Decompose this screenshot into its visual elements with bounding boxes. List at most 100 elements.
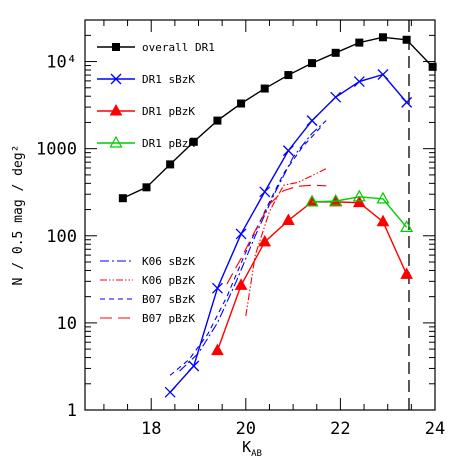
legend-marker [110, 73, 122, 85]
series-line [226, 184, 327, 285]
marker-stroke [401, 96, 413, 108]
marker-stroke [188, 360, 200, 372]
marker-stroke [330, 91, 342, 103]
data-point [282, 213, 295, 225]
x-axis-label-sub: AB [251, 449, 262, 459]
legend-item: B07 pBzK [100, 312, 195, 325]
data-point [378, 33, 387, 42]
plot-frame [84, 19, 436, 411]
marker-stroke [282, 145, 294, 157]
x-tick-label: 24 [425, 419, 445, 439]
legend-label: B07 pBzK [142, 312, 195, 325]
data-point [376, 191, 390, 204]
x-tick-label: 22 [330, 419, 350, 439]
data-point [402, 35, 411, 44]
data-point [306, 115, 318, 127]
series-7 [226, 184, 327, 285]
series-3 [305, 189, 414, 232]
series-1 [164, 69, 413, 398]
marker-stroke [211, 282, 223, 294]
marker-stroke [259, 186, 271, 198]
data-point [164, 386, 176, 398]
data-point [352, 195, 366, 208]
data-point [142, 183, 151, 192]
data-point [259, 186, 271, 198]
legend-item: DR1 pBzK [97, 135, 195, 150]
series-line [312, 196, 408, 228]
x-tick-label: 18 [141, 419, 161, 439]
data-point [260, 84, 269, 93]
legend-item: overall DR1 [97, 41, 215, 54]
legend-item: DR1 pBzK [97, 103, 195, 118]
data-point [258, 234, 272, 247]
legend-label: K06 pBzK [142, 274, 195, 287]
series-line [179, 120, 327, 372]
x-axis-label: KAB [242, 438, 262, 459]
legend-label: B07 sBzK [142, 293, 195, 306]
data-point [428, 62, 437, 71]
data-point [352, 189, 366, 202]
legend-item: K06 pBzK [100, 274, 195, 287]
data-point [213, 116, 222, 125]
legend-label: DR1 sBzK [142, 73, 195, 86]
legend-item: K06 sBzK [100, 255, 195, 268]
data-point [282, 145, 294, 157]
data-point [211, 282, 223, 294]
y-axis-label: N / 0.5 mag / deg² [11, 145, 26, 286]
y-tick-label: 100 [46, 227, 77, 247]
legend: overall DR1 DR1 sBzK DR1 pBzK DR1 pBzK K06 s… [97, 41, 215, 325]
data-point [211, 343, 224, 356]
legend-label: DR1 pBzK [142, 137, 195, 150]
x-tick-label: 20 [236, 419, 256, 439]
series-2 [211, 194, 413, 356]
series-0 [118, 33, 437, 203]
y-tick-label: 10⁴ [46, 53, 77, 73]
data-point [400, 220, 414, 232]
data-point [188, 360, 200, 372]
data-point [331, 48, 340, 57]
data-point [401, 96, 413, 108]
marker-stroke [235, 228, 247, 240]
legend-marker [109, 103, 123, 116]
marker-stroke [164, 386, 176, 398]
legend-marker [112, 43, 120, 51]
data-point [355, 38, 364, 47]
legend-item: B07 sBzK [100, 293, 195, 306]
data-point [329, 193, 343, 206]
data-point [284, 71, 293, 80]
data-point [377, 69, 389, 80]
data-point [234, 278, 248, 290]
marker-stroke [377, 69, 389, 80]
data-point [305, 194, 319, 207]
data-point [235, 228, 247, 240]
series-layer [118, 20, 437, 410]
y-tick-label: 1 [67, 401, 77, 421]
series-4 [179, 120, 327, 372]
legend-marker [109, 135, 123, 148]
data-point [166, 160, 175, 169]
legend-label: K06 sBzK [142, 255, 195, 268]
data-point [305, 194, 319, 207]
y-tick-label: 1000 [36, 140, 77, 160]
series-line [245, 168, 327, 317]
data-point [400, 267, 413, 279]
data-point [353, 76, 365, 87]
data-point [330, 91, 342, 103]
data-point [308, 59, 317, 68]
series-line [169, 73, 408, 393]
series-5 [245, 168, 327, 317]
marker-stroke [353, 76, 365, 87]
legend-label: overall DR1 [142, 41, 215, 54]
legend-label: DR1 pBzK [142, 105, 195, 118]
legend-item: DR1 sBzK [97, 73, 195, 86]
data-point [376, 214, 390, 227]
series-line [169, 126, 322, 376]
data-point [237, 99, 246, 108]
marker-stroke [306, 115, 318, 127]
y-tick-label: 10 [57, 314, 77, 334]
data-point [189, 137, 198, 146]
data-point [118, 194, 127, 203]
marker-stroke [110, 73, 122, 85]
axes-ticks: 18 20 22 24 1 10 100 1000 10⁴ [36, 19, 445, 439]
